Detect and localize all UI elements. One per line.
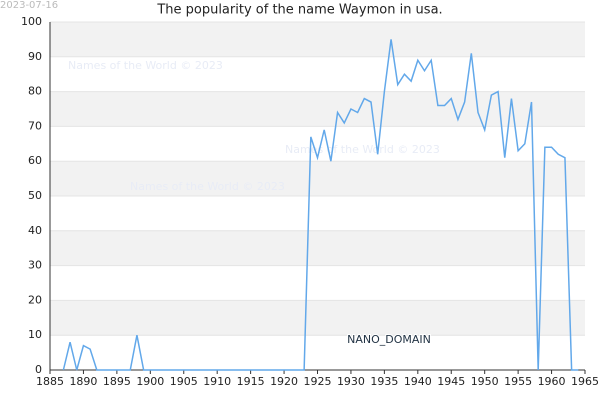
x-tick-label: 1890 <box>69 375 97 388</box>
x-tick-label: 1965 <box>571 375 599 388</box>
watermark: Names of the World © 2023 <box>68 59 223 72</box>
watermark: Names of the World © 2023 <box>130 180 285 193</box>
chart-title: The popularity of the name Waymon in usa… <box>156 3 442 18</box>
x-tick-label: 1915 <box>237 375 265 388</box>
grid-band <box>50 300 585 336</box>
x-tick-label: 1950 <box>471 375 499 388</box>
x-tick-label: 1935 <box>370 375 398 388</box>
y-tick-label: 40 <box>28 224 42 237</box>
x-tick-label: 1925 <box>304 375 332 388</box>
x-tick-label: 1910 <box>203 375 231 388</box>
y-tick-label: 60 <box>28 154 42 167</box>
x-tick-label: 1940 <box>404 375 432 388</box>
y-tick-label: 70 <box>28 119 42 132</box>
x-tick-label: 1945 <box>437 375 465 388</box>
y-tick-label: 100 <box>21 15 42 28</box>
x-tick-label: 1900 <box>136 375 164 388</box>
x-tick-label: 1955 <box>504 375 532 388</box>
grid-band <box>50 22 585 57</box>
y-tick-label: 50 <box>28 189 42 202</box>
x-tick-label: 1905 <box>170 375 198 388</box>
grid-band <box>50 230 585 266</box>
grid-band <box>50 161 585 196</box>
y-tick-label: 90 <box>28 50 42 63</box>
watermark: Names of the World © 2023 <box>285 143 440 156</box>
domain-label: NANO_DOMAIN <box>347 333 431 346</box>
x-tick-label: 1920 <box>270 375 298 388</box>
y-tick-label: 80 <box>28 85 42 98</box>
x-tick-label: 1885 <box>36 375 64 388</box>
y-tick-label: 30 <box>28 259 42 272</box>
y-tick-label: 0 <box>35 363 42 376</box>
grid-band <box>50 91 585 127</box>
x-tick-label: 1930 <box>337 375 365 388</box>
y-tick-label: 20 <box>28 293 42 306</box>
line <box>62 39 579 371</box>
x-tick-label: 1895 <box>103 375 131 388</box>
y-tick-label: 10 <box>28 328 42 341</box>
date-stamp: 2023-07-16 <box>0 0 58 11</box>
x-tick-label: 1960 <box>538 375 566 388</box>
